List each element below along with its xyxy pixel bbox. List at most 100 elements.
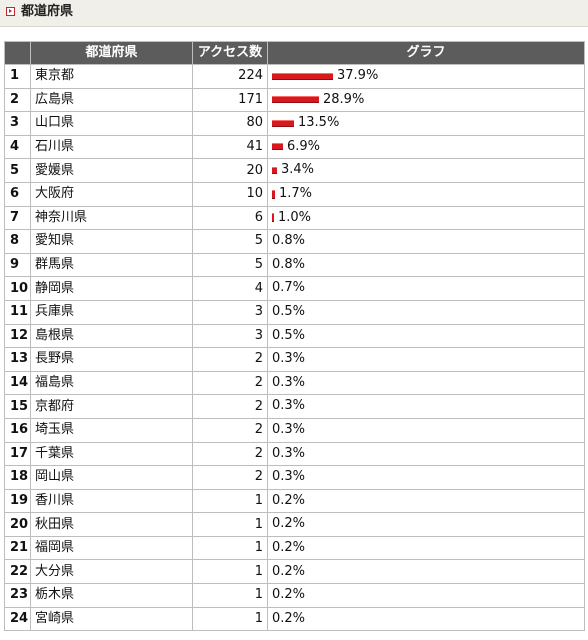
row-rank: 15 xyxy=(4,394,31,419)
table-row: 5 愛媛県 20 3.4% xyxy=(4,158,585,183)
row-graph: 0.2% xyxy=(267,488,585,514)
row-count: 3 xyxy=(192,299,268,325)
row-count: 10 xyxy=(192,181,268,207)
share-bar xyxy=(272,119,294,127)
row-percent: 0.2% xyxy=(272,563,306,579)
row-prefecture: 神奈川県 xyxy=(30,205,193,231)
row-rank: 5 xyxy=(4,158,31,183)
row-graph: 0.5% xyxy=(267,323,585,349)
row-percent: 0.3% xyxy=(272,469,306,485)
row-rank: 23 xyxy=(4,583,31,608)
row-count: 2 xyxy=(192,417,268,443)
table-row: 20 秋田県 1 0.2% xyxy=(4,512,585,537)
row-prefecture: 愛知県 xyxy=(30,229,193,254)
row-count: 6 xyxy=(192,205,268,231)
row-percent: 0.5% xyxy=(272,327,306,343)
row-percent: 1.0% xyxy=(278,209,312,225)
row-percent: 0.3% xyxy=(272,351,306,367)
row-percent: 0.2% xyxy=(272,492,306,508)
header-count: アクセス数 xyxy=(192,41,268,65)
row-rank: 2 xyxy=(4,87,31,113)
row-graph: 0.3% xyxy=(267,394,585,419)
row-percent: 0.3% xyxy=(272,421,306,437)
table-row: 7 神奈川県 6 1.0% xyxy=(4,205,585,231)
table-row: 8 愛知県 5 0.8% xyxy=(4,229,585,254)
row-percent: 0.8% xyxy=(272,256,306,272)
row-rank: 4 xyxy=(4,134,31,160)
row-prefecture: 島根県 xyxy=(30,323,193,349)
share-bar xyxy=(272,189,275,199)
row-prefecture: 京都府 xyxy=(30,394,193,419)
row-count: 2 xyxy=(192,465,268,490)
row-graph: 0.3% xyxy=(267,347,585,372)
row-percent: 6.9% xyxy=(287,138,321,154)
table-row: 11 兵庫県 3 0.5% xyxy=(4,299,585,325)
row-rank: 6 xyxy=(4,181,31,207)
share-bar xyxy=(272,213,274,223)
row-rank: 18 xyxy=(4,465,31,490)
row-graph: 0.8% xyxy=(267,229,585,254)
row-percent: 3.4% xyxy=(281,162,315,178)
row-percent: 28.9% xyxy=(323,91,365,107)
row-percent: 0.7% xyxy=(272,280,306,296)
row-count: 2 xyxy=(192,394,268,419)
row-graph: 28.9% xyxy=(267,87,585,113)
row-graph: 0.7% xyxy=(267,276,585,301)
row-rank: 21 xyxy=(4,535,31,561)
row-graph: 0.3% xyxy=(267,370,585,396)
row-prefecture: 香川県 xyxy=(30,488,193,514)
row-prefecture: 石川県 xyxy=(30,134,193,160)
row-count: 1 xyxy=(192,512,268,537)
row-prefecture: 岡山県 xyxy=(30,465,193,490)
share-bar xyxy=(272,72,333,80)
row-percent: 0.2% xyxy=(272,587,306,603)
row-rank: 13 xyxy=(4,347,31,372)
row-count: 1 xyxy=(192,488,268,514)
row-rank: 19 xyxy=(4,488,31,514)
table-row: 22 大分県 1 0.2% xyxy=(4,559,585,585)
row-prefecture: 広島県 xyxy=(30,87,193,113)
header-graph: グラフ xyxy=(267,41,585,65)
row-percent: 0.3% xyxy=(272,445,306,461)
table-row: 1 東京都 224 37.9% xyxy=(4,64,585,89)
row-graph: 0.2% xyxy=(267,583,585,608)
row-rank: 12 xyxy=(4,323,31,349)
header-pref: 都道府県 xyxy=(30,41,193,65)
share-bar xyxy=(272,166,277,174)
row-percent: 37.9% xyxy=(337,68,379,84)
row-rank: 7 xyxy=(4,205,31,231)
table-row: 13 長野県 2 0.3% xyxy=(4,347,585,372)
row-graph: 0.8% xyxy=(267,252,585,278)
row-graph: 0.3% xyxy=(267,441,585,467)
row-count: 1 xyxy=(192,535,268,561)
section-header: 都道府県 xyxy=(0,0,588,27)
row-graph: 0.5% xyxy=(267,299,585,325)
row-percent: 1.7% xyxy=(279,186,313,202)
row-rank: 8 xyxy=(4,229,31,254)
row-prefecture: 愛媛県 xyxy=(30,158,193,183)
row-rank: 10 xyxy=(4,276,31,301)
row-prefecture: 群馬県 xyxy=(30,252,193,278)
table-row: 15 京都府 2 0.3% xyxy=(4,394,585,419)
table-row: 19 香川県 1 0.2% xyxy=(4,488,585,514)
row-rank: 14 xyxy=(4,370,31,396)
row-percent: 0.5% xyxy=(272,303,306,319)
table-row: 21 福岡県 1 0.2% xyxy=(4,535,585,561)
row-percent: 0.3% xyxy=(272,374,306,390)
row-prefecture: 栃木県 xyxy=(30,583,193,608)
row-rank: 11 xyxy=(4,299,31,325)
table-row: 9 群馬県 5 0.8% xyxy=(4,252,585,278)
row-graph: 3.4% xyxy=(267,158,585,183)
row-graph: 37.9% xyxy=(267,64,585,89)
row-count: 1 xyxy=(192,583,268,608)
row-prefecture: 福岡県 xyxy=(30,535,193,561)
row-count: 2 xyxy=(192,347,268,372)
row-percent: 0.3% xyxy=(272,398,306,414)
row-count: 2 xyxy=(192,441,268,467)
table-row: 23 栃木県 1 0.2% xyxy=(4,583,585,608)
table-row: 12 島根県 3 0.5% xyxy=(4,323,585,349)
row-prefecture: 秋田県 xyxy=(30,512,193,537)
row-count: 5 xyxy=(192,229,268,254)
row-prefecture: 宮崎県 xyxy=(30,606,193,632)
table-row: 24 宮崎県 1 0.2% xyxy=(4,606,585,632)
